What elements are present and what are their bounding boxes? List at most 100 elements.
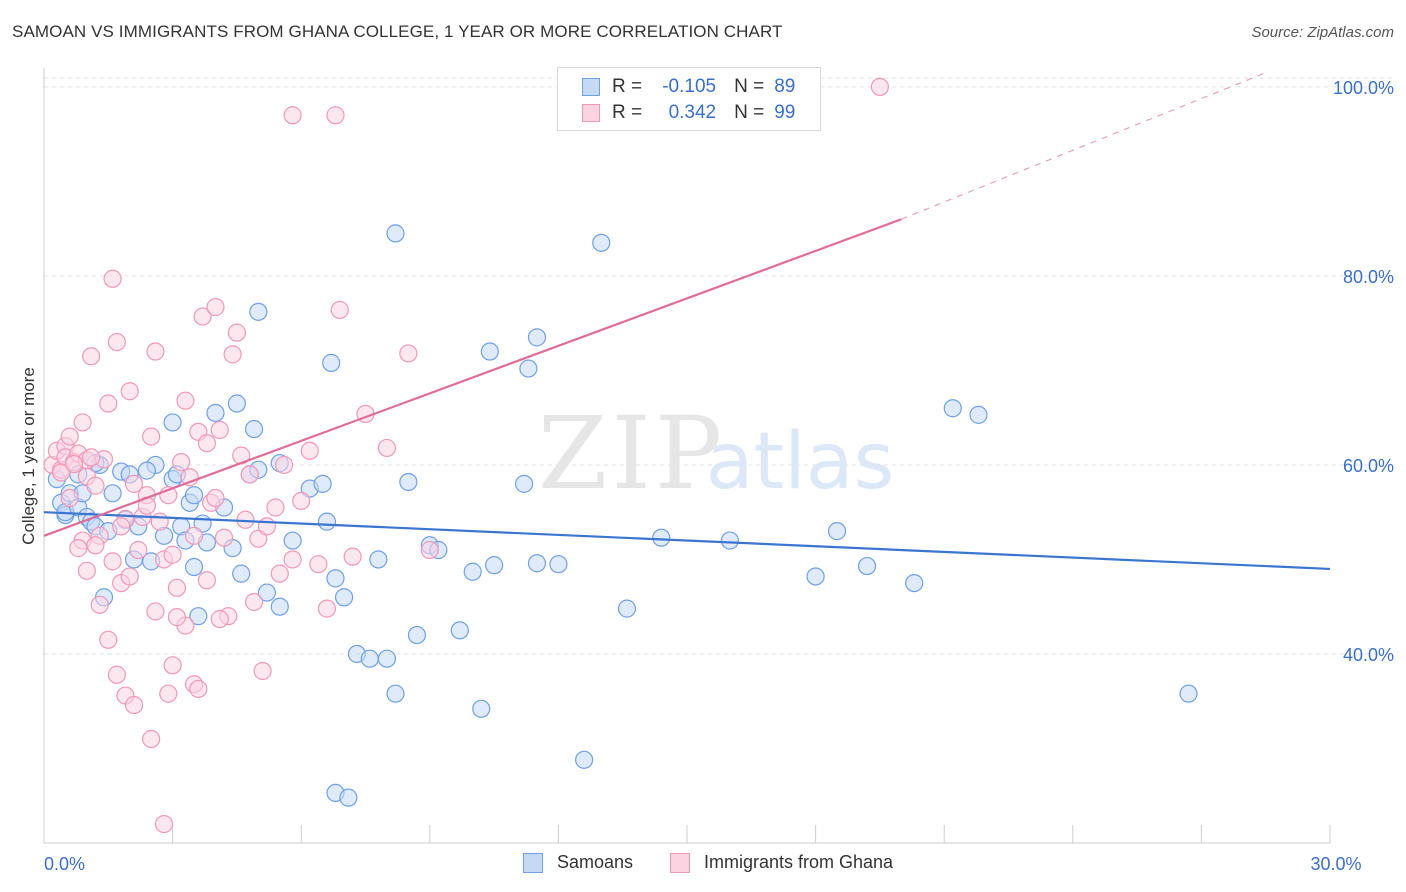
legend-label-samoans: Samoans	[557, 852, 634, 872]
data-point	[274, 455, 294, 475]
data-point	[189, 679, 208, 699]
series-legend: Samoans Immigrants from Ghana	[0, 852, 1406, 876]
data-point	[86, 536, 105, 555]
data-point	[386, 684, 405, 703]
data-point	[870, 77, 890, 97]
data-point	[86, 476, 105, 495]
data-point	[99, 394, 118, 413]
data-point	[549, 555, 568, 574]
watermark-atlas: atlas	[706, 417, 895, 507]
data-point	[485, 556, 504, 575]
data-point	[244, 419, 264, 439]
data-point	[107, 332, 126, 352]
data-point	[210, 420, 229, 440]
data-point	[227, 394, 246, 413]
points	[43, 77, 1198, 834]
legend-item-samoans[interactable]: Samoans	[523, 852, 633, 873]
data-point	[82, 347, 101, 366]
data-point	[386, 224, 405, 243]
data-point	[146, 602, 165, 621]
data-point	[257, 583, 277, 602]
data-point	[142, 427, 161, 446]
data-point	[206, 488, 225, 508]
data-point	[73, 413, 92, 432]
data-point	[232, 564, 251, 583]
y-tick-label: 100.0%	[1333, 78, 1394, 98]
data-point	[377, 649, 397, 668]
data-point	[244, 592, 264, 612]
data-point	[399, 344, 418, 363]
data-point	[322, 353, 341, 372]
y-tick-label: 40.0%	[1343, 645, 1394, 665]
data-point	[154, 814, 174, 834]
data-point	[124, 474, 144, 493]
data-point	[420, 540, 439, 560]
legend-r-value: 0.342	[668, 102, 717, 123]
data-point	[317, 599, 337, 618]
data-point	[103, 269, 122, 288]
data-point	[326, 569, 345, 588]
data-point	[369, 550, 388, 569]
x-tick-label: 0.0%	[44, 854, 85, 874]
data-point	[184, 526, 204, 545]
watermark: ZIP atlas	[538, 395, 894, 512]
legend-r-label: R =	[612, 102, 643, 123]
data-point	[326, 106, 345, 125]
data-point	[210, 609, 229, 629]
data-point	[515, 474, 534, 493]
data-point	[309, 555, 328, 574]
data-point	[480, 342, 499, 361]
data-point	[249, 529, 268, 548]
data-point	[519, 359, 538, 378]
series-ghana	[43, 77, 890, 834]
data-point	[240, 465, 259, 484]
data-point	[407, 625, 427, 645]
data-point	[206, 298, 225, 317]
y-axis-label: College, 1 year or more	[19, 367, 38, 545]
data-point	[227, 323, 246, 342]
legend-n-value: 99	[774, 102, 796, 123]
legend-swatch-samoans	[523, 852, 543, 873]
data-point	[300, 441, 319, 460]
legend-r-value: -0.105	[662, 76, 717, 97]
data-point	[223, 345, 242, 364]
data-point	[167, 608, 186, 627]
data-point	[472, 699, 491, 718]
data-point	[463, 562, 482, 581]
data-point	[266, 498, 285, 517]
data-point	[82, 448, 101, 467]
data-point	[652, 528, 671, 547]
data-point	[163, 545, 182, 564]
data-point	[283, 106, 302, 125]
data-point	[720, 531, 739, 550]
x-tick-label: 30.0%	[1310, 854, 1361, 874]
data-point	[334, 588, 354, 607]
data-point	[575, 750, 594, 769]
watermark-zip: ZIP	[538, 395, 726, 512]
data-point	[270, 597, 289, 616]
data-point	[103, 552, 122, 571]
data-point	[330, 300, 349, 320]
data-point	[107, 665, 126, 684]
legend-swatch-ghana	[582, 104, 600, 122]
data-point	[360, 649, 379, 668]
data-point	[214, 528, 234, 547]
legend-row-samoans: R = -0.105 N = 89	[582, 75, 795, 99]
legend-item-ghana[interactable]: Immigrants from Ghana	[670, 852, 893, 873]
data-point	[64, 454, 84, 474]
data-point	[146, 342, 165, 361]
trend-line	[43, 218, 902, 537]
data-point	[283, 531, 302, 550]
data-point	[90, 595, 109, 614]
tick-labels: 40.0% 60.0% 80.0% 100.0% 0.0% 30.0%	[44, 78, 1394, 874]
data-point	[399, 472, 418, 492]
data-point	[206, 403, 225, 423]
data-point	[253, 661, 272, 681]
data-point	[197, 434, 216, 453]
data-point	[857, 556, 877, 576]
data-point	[527, 328, 547, 347]
data-point	[343, 547, 362, 566]
data-point	[60, 427, 79, 446]
data-point	[120, 382, 139, 401]
data-point	[159, 684, 178, 703]
